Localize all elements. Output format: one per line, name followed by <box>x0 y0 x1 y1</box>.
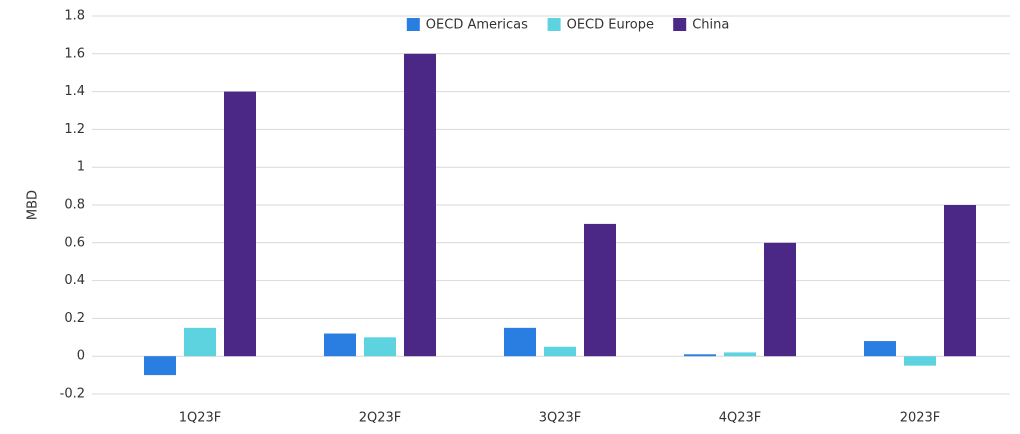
bar <box>404 53 436 357</box>
legend-label: OECD Americas <box>426 18 528 33</box>
bar <box>864 341 896 357</box>
x-tick-label: 2Q23F <box>359 411 402 426</box>
bar <box>224 91 256 357</box>
bar <box>904 356 936 366</box>
legend-label: OECD Europe <box>567 18 654 33</box>
legend-swatch <box>673 18 687 31</box>
y-axis-label: MBD <box>26 190 41 220</box>
x-tick-label: 3Q23F <box>539 411 582 426</box>
legend-label: China <box>692 18 729 33</box>
bar <box>504 327 536 357</box>
y-tick-label: 0.4 <box>64 273 85 288</box>
x-tick-label: 1Q23F <box>179 411 222 426</box>
y-tick-label: 0.8 <box>64 198 85 213</box>
bar <box>324 333 356 357</box>
x-tick-label: 4Q23F <box>719 411 762 426</box>
y-tick-label: -0.2 <box>60 387 85 402</box>
bar <box>584 223 616 357</box>
bar <box>144 356 176 376</box>
legend-swatch <box>547 18 561 31</box>
y-tick-label: 0 <box>77 349 85 364</box>
legend-swatch <box>406 18 420 31</box>
y-tick-label: 1.4 <box>64 84 85 99</box>
x-tick-label: 2023F <box>900 411 941 426</box>
bar <box>724 352 756 357</box>
bar <box>684 354 716 357</box>
y-tick-label: 1 <box>77 160 85 175</box>
y-tick-label: 1.2 <box>64 122 85 137</box>
y-tick-label: 1.8 <box>64 9 85 24</box>
y-tick-label: 1.6 <box>64 46 85 61</box>
bar <box>764 242 796 357</box>
bar <box>364 337 396 357</box>
bar <box>944 205 976 357</box>
bar <box>184 327 216 357</box>
y-tick-label: 0.6 <box>64 235 85 250</box>
bar <box>544 346 576 357</box>
y-tick-label: 0.2 <box>64 311 85 326</box>
